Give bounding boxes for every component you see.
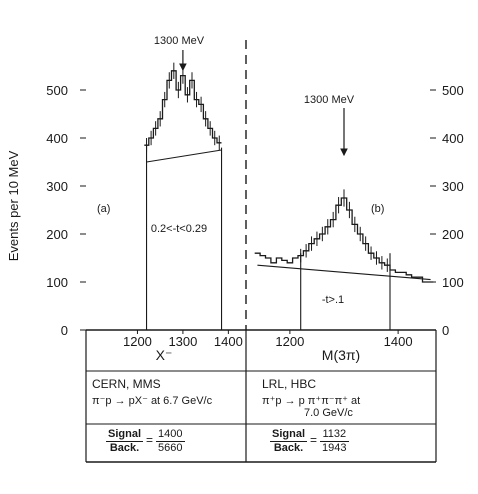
info-right-equals: = bbox=[310, 433, 318, 448]
x-tick-label-a: 1400 bbox=[214, 334, 243, 349]
y-tick-label-right: 200 bbox=[442, 227, 464, 242]
info-left-ratio-labels: Signal Back. bbox=[106, 428, 144, 454]
y-tick-label-right: 500 bbox=[442, 83, 464, 98]
peak-arrowhead-a bbox=[179, 63, 187, 72]
panel-a-x-title: X⁻ bbox=[156, 347, 173, 363]
info-left-experiment: CERN, MMS bbox=[92, 377, 161, 391]
background-line-b bbox=[257, 264, 431, 281]
info-left-back-label: Back. bbox=[109, 441, 140, 454]
y-tick-label-left: 200 bbox=[46, 227, 68, 242]
info-left-panel: CERN, MMS π⁻p → pX⁻ at 6.7 GeV/c bbox=[92, 377, 242, 407]
info-right-ratio-labels: Signal Back. bbox=[270, 428, 308, 454]
info-right-reaction-2: 7.0 GeV/c bbox=[304, 407, 353, 420]
y-tick-label-left: 300 bbox=[46, 179, 68, 194]
peak-arrowhead-b bbox=[340, 148, 348, 157]
info-left-back-value: 5660 bbox=[158, 441, 183, 454]
info-right-ratio: Signal Back. = 1132 1943 bbox=[270, 428, 349, 454]
info-right-reaction: π⁺p → p π⁺π⁻π⁺ at bbox=[262, 394, 361, 407]
histogram-b bbox=[254, 197, 434, 283]
panel-b-x-title: M(3π) bbox=[322, 347, 360, 363]
info-right-panel: LRL, HBC π⁺p → p π⁺π⁻π⁺ at 7.0 GeV/c bbox=[262, 377, 432, 420]
x-tick-label-b: 1200 bbox=[275, 334, 304, 349]
info-left-equals: = bbox=[146, 433, 154, 448]
info-right-ratio-values: 1132 1943 bbox=[320, 428, 349, 454]
panel-b-label: (b) bbox=[371, 203, 384, 215]
y-tick-label-right: 0 bbox=[442, 323, 449, 338]
panel-a-label: (a) bbox=[97, 203, 110, 215]
info-right-back-value: 1943 bbox=[322, 441, 347, 454]
info-left-ratio-values: 1400 5660 bbox=[156, 428, 185, 454]
info-right-back-label: Back. bbox=[273, 441, 304, 454]
panel-b-peak-annotation: 1300 MeV bbox=[304, 94, 355, 106]
panel-b-cut-label: -t>.1 bbox=[322, 294, 344, 306]
y-tick-label-right: 300 bbox=[442, 179, 464, 194]
x-tick-label-a: 1300 bbox=[168, 334, 197, 349]
info-right-signal-label: Signal bbox=[270, 428, 308, 442]
y-tick-label-left: 500 bbox=[46, 83, 68, 98]
y-tick-label-right: 100 bbox=[442, 275, 464, 290]
x-tick-label-b: 1400 bbox=[384, 334, 413, 349]
panel-a-peak-annotation: 1300 MeV bbox=[154, 35, 205, 47]
info-left-signal-value: 1400 bbox=[156, 428, 185, 442]
y-axis-title: Events per 10 MeV bbox=[6, 150, 21, 261]
y-tick-label-left: 0 bbox=[61, 323, 68, 338]
info-right-signal-value: 1132 bbox=[320, 428, 349, 442]
panel-a-cut-label: 0.2<-t<0.29 bbox=[151, 223, 207, 235]
info-right-experiment: LRL, HBC bbox=[262, 377, 317, 391]
y-tick-label-right: 400 bbox=[442, 131, 464, 146]
y-tick-label-left: 100 bbox=[46, 275, 68, 290]
y-tick-label-left: 400 bbox=[46, 131, 68, 146]
info-left-reaction: π⁻p → pX⁻ at 6.7 GeV/c bbox=[92, 394, 213, 407]
background-line-a bbox=[146, 149, 222, 163]
x-tick-label-a: 1200 bbox=[123, 334, 152, 349]
info-left-signal-label: Signal bbox=[106, 428, 144, 442]
info-left-ratio: Signal Back. = 1400 5660 bbox=[106, 428, 185, 454]
